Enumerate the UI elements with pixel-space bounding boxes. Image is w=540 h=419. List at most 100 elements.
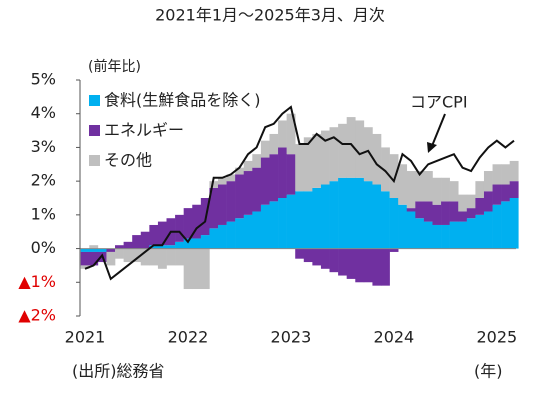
bar-segment — [346, 248, 356, 279]
bar-segment — [260, 157, 270, 205]
bar-segment — [338, 123, 347, 178]
bar-segment — [441, 201, 450, 225]
y-tick-label: 3% — [31, 137, 56, 156]
bar-segment — [338, 248, 347, 276]
bar-segment — [320, 130, 330, 185]
bar-segment — [97, 248, 107, 252]
bar-segment — [355, 120, 365, 178]
bar-segment — [406, 211, 416, 249]
bar-segment — [509, 198, 519, 249]
bar-segment — [389, 198, 399, 249]
y-tick-label: 1% — [31, 204, 56, 223]
bar-segment — [432, 177, 442, 205]
bar-segment — [252, 211, 262, 249]
bar-segment — [89, 251, 99, 266]
bar-segment — [432, 224, 442, 249]
core-cpi-line — [84, 105, 515, 281]
bar-segment — [278, 147, 287, 198]
bar-segment — [475, 181, 485, 198]
bar-segment — [166, 248, 176, 266]
bar-segment — [406, 171, 416, 209]
bar-segment — [466, 208, 476, 219]
bar-segment — [269, 133, 279, 155]
bar-segment — [286, 113, 296, 155]
bar-segment — [278, 120, 287, 148]
bar-segment — [166, 245, 176, 249]
bar-segment — [175, 241, 184, 249]
bar-segment — [441, 224, 450, 249]
annotation-arrow — [431, 113, 446, 147]
bar-segment — [415, 171, 425, 202]
bar-segment — [483, 171, 493, 192]
bar-segment — [492, 184, 502, 205]
bar-segment — [312, 187, 322, 249]
bar-segment — [406, 208, 416, 212]
bar-segment — [175, 248, 184, 266]
bar-segment — [415, 218, 425, 249]
bar-segment — [123, 248, 133, 263]
bar-segment — [192, 248, 202, 290]
bar-segment — [243, 214, 253, 249]
bar-segment — [449, 201, 459, 222]
bar-segment — [346, 177, 356, 249]
bar-segment — [441, 177, 450, 202]
bar-segment — [320, 248, 330, 269]
bar-segment — [483, 191, 493, 212]
bar-segment — [466, 194, 476, 209]
bar-segment — [209, 228, 219, 249]
bar-segment — [295, 144, 305, 192]
bar-segment — [398, 204, 408, 249]
y-tick-label: 5% — [31, 70, 56, 89]
bar-segment — [200, 248, 210, 290]
bar-segment — [398, 164, 408, 205]
x-tick-label: 2024 — [374, 328, 415, 347]
source: (出所)総務省 — [72, 362, 165, 381]
bar-segment — [157, 221, 167, 246]
bar-segment — [140, 248, 150, 266]
bar-segment — [320, 184, 330, 249]
bar-segment — [140, 231, 150, 249]
bar-segment — [217, 224, 227, 249]
bar-segment — [217, 184, 227, 225]
bar-segment — [381, 147, 390, 192]
legend-swatch — [89, 95, 100, 106]
bar-segment — [475, 214, 485, 249]
legend-swatch — [89, 125, 100, 136]
bar-segment — [235, 167, 245, 175]
bar-segment — [192, 238, 202, 249]
bar-segment — [252, 167, 262, 212]
bar-segment — [132, 235, 142, 249]
bar-segment — [226, 174, 236, 182]
bar-segment — [372, 248, 382, 286]
bar-segment — [226, 181, 236, 222]
bar-segment — [149, 248, 159, 266]
bar-segment — [329, 181, 339, 249]
bar-segment — [303, 191, 313, 249]
bar-segment — [423, 171, 433, 202]
bar-segment — [303, 137, 313, 192]
bar-segment — [235, 174, 245, 219]
y-tick-label: ▲1% — [18, 272, 56, 291]
bar-segment — [278, 198, 287, 249]
bar-segment — [115, 245, 124, 249]
legend-label: 食料(生鮮食品を除く) — [104, 91, 261, 110]
bar-segment — [509, 181, 519, 198]
bar-segment — [106, 251, 116, 266]
x-tick-label: 2025 — [476, 328, 517, 347]
y-tick-label: 0% — [31, 238, 56, 257]
bar-segment — [243, 171, 253, 215]
bar-segment — [286, 194, 296, 249]
bar-segment — [346, 117, 356, 178]
annotation: コアCPI — [410, 93, 468, 112]
bar-segment — [381, 191, 390, 249]
x-tick-label: 2022 — [168, 328, 209, 347]
bar-segment — [355, 248, 365, 283]
y-tick-label: 4% — [31, 103, 56, 122]
bar-segment — [295, 248, 305, 259]
bar-segment — [492, 204, 502, 249]
bar-segment — [363, 181, 373, 249]
bar-segment — [200, 235, 210, 249]
bar-segment — [492, 164, 502, 185]
bar-segment — [260, 204, 270, 249]
